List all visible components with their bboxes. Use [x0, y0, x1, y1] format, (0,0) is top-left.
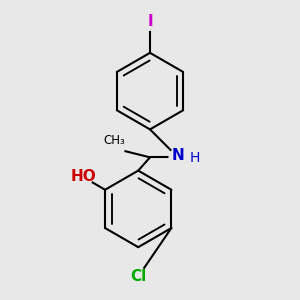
Text: CH₃: CH₃ — [104, 134, 125, 147]
Text: HO: HO — [71, 169, 97, 184]
Text: I: I — [147, 14, 153, 29]
Text: N: N — [172, 148, 184, 164]
Circle shape — [169, 148, 187, 166]
Circle shape — [129, 268, 147, 285]
Circle shape — [72, 166, 93, 187]
Text: H: H — [189, 151, 200, 165]
Circle shape — [142, 14, 158, 30]
Text: Cl: Cl — [130, 269, 146, 284]
Circle shape — [105, 139, 124, 158]
